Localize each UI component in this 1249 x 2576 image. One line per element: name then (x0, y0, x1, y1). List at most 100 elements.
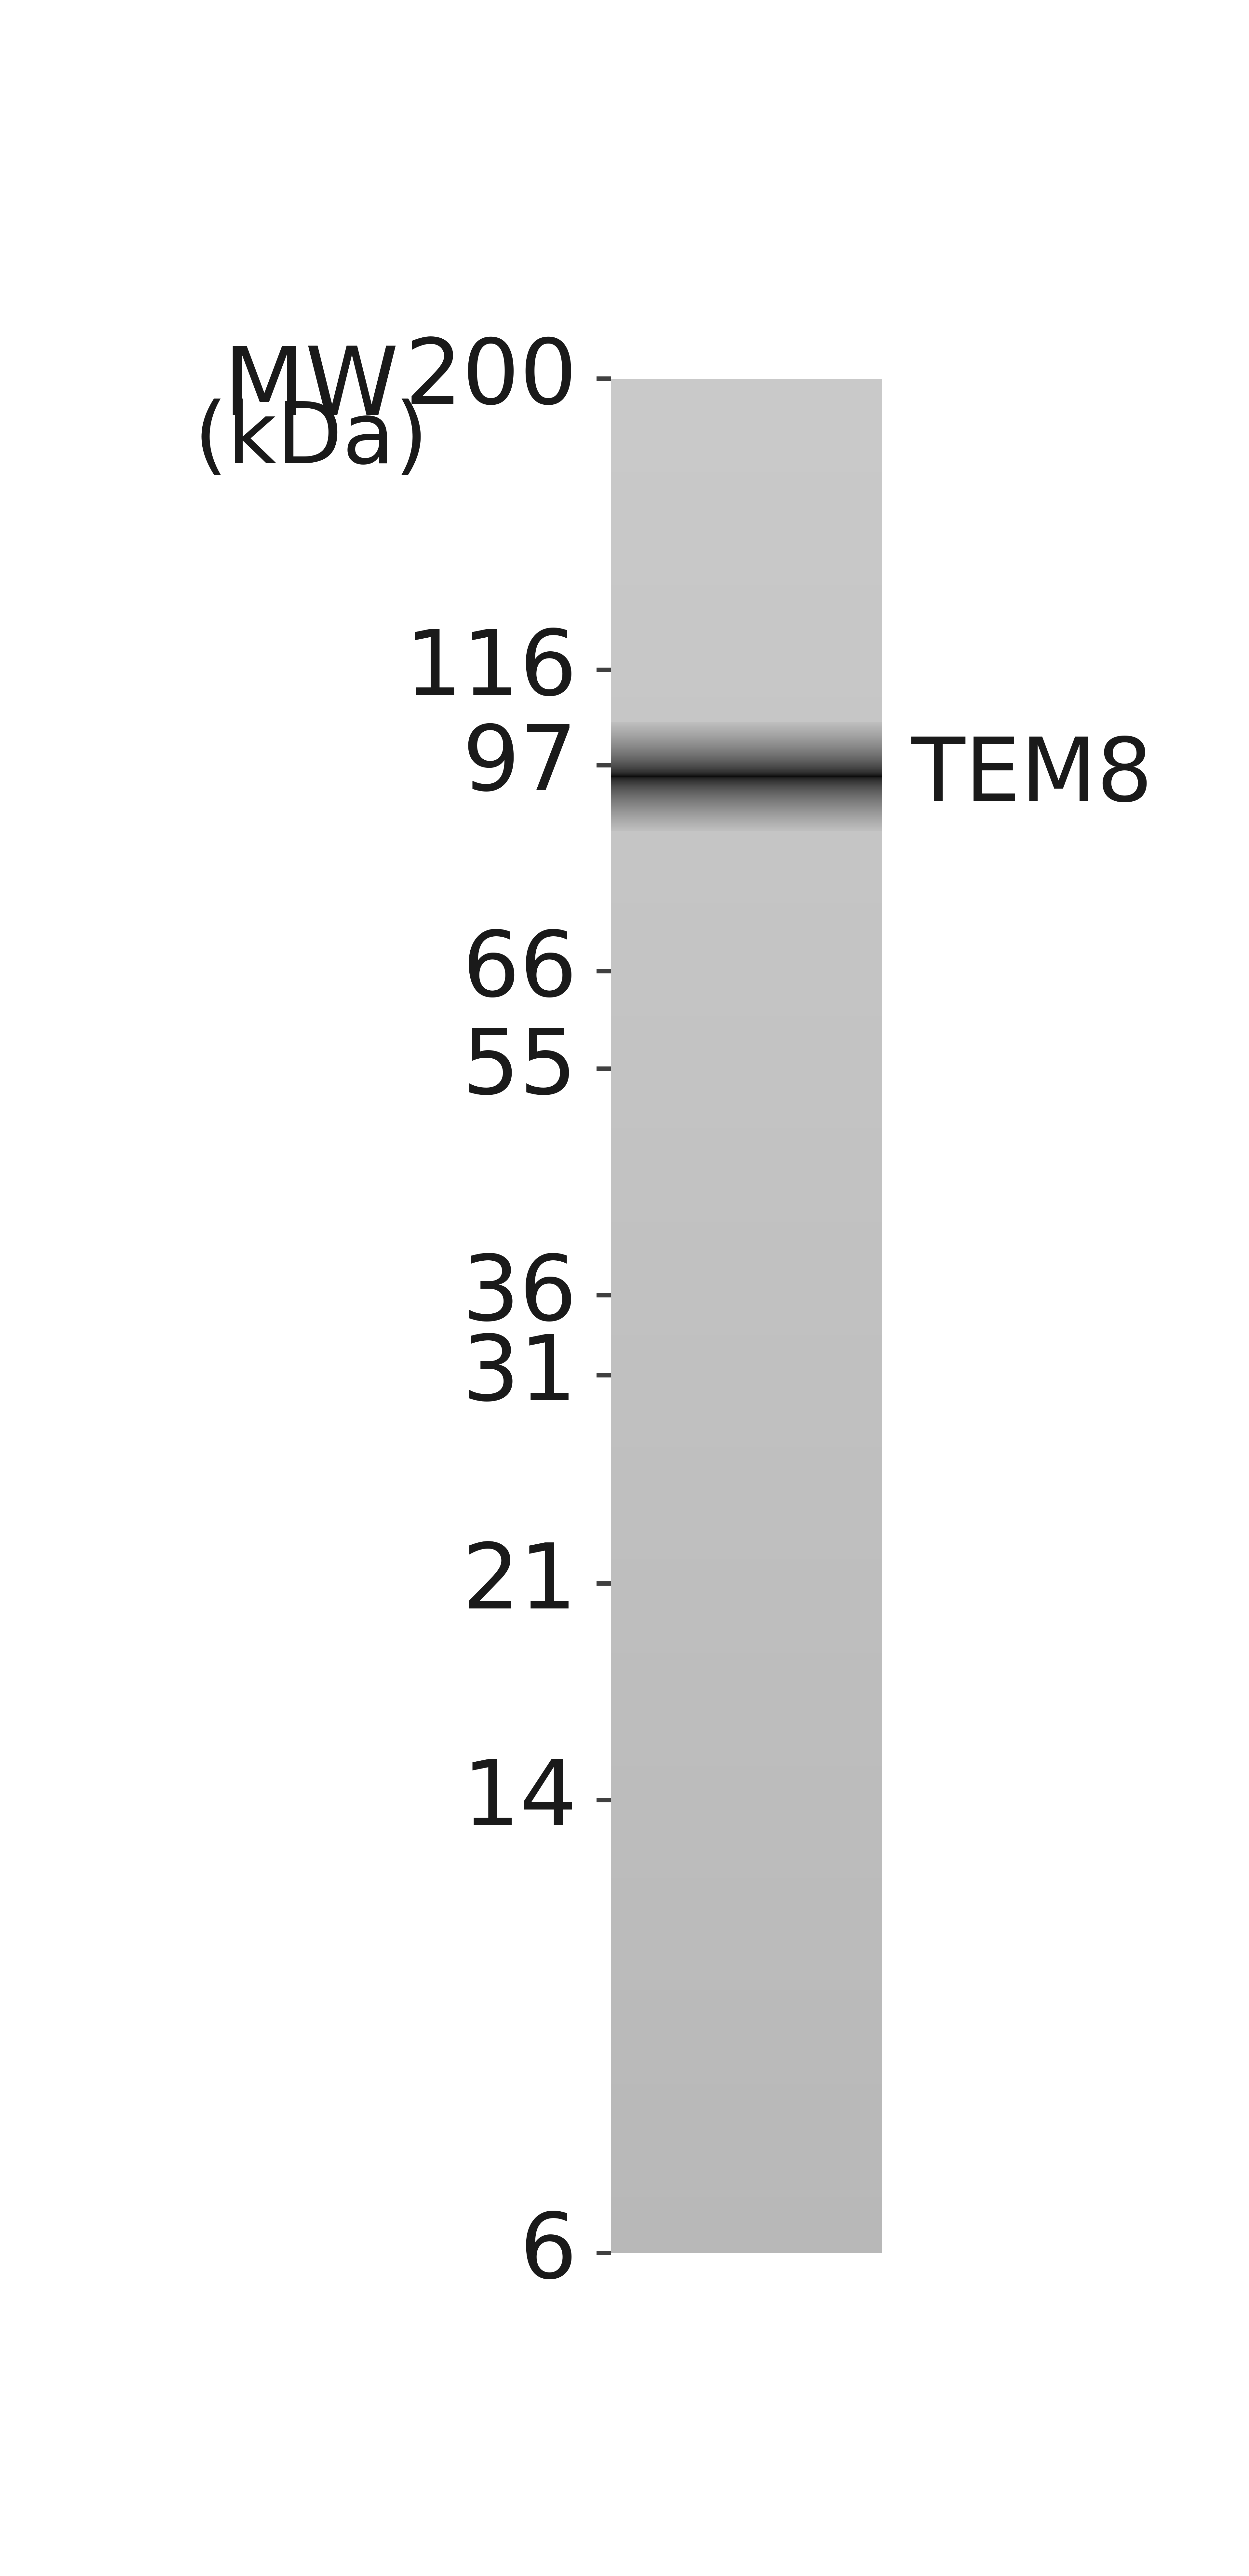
Bar (611, 1484, 882, 1504)
Bar (611, 1917, 882, 1935)
Bar (611, 716, 882, 734)
Bar (611, 2177, 882, 2197)
Bar (611, 603, 882, 623)
Bar (611, 435, 882, 453)
Bar (611, 1991, 882, 2009)
Text: 55: 55 (462, 1025, 577, 1113)
Bar (611, 940, 882, 961)
Bar (611, 1090, 882, 1110)
Bar (611, 1672, 882, 1690)
Text: 97: 97 (462, 721, 577, 809)
Text: 116: 116 (405, 626, 577, 714)
Bar (611, 2141, 882, 2159)
Bar (611, 1896, 882, 1917)
Bar (611, 1036, 882, 1054)
Bar (611, 1747, 882, 1765)
Bar (611, 2197, 882, 2215)
Bar (611, 2066, 882, 2084)
Bar (611, 1352, 882, 1373)
Bar (611, 1185, 882, 1203)
Bar (611, 1971, 882, 1991)
Bar (611, 1466, 882, 1484)
Bar (611, 2048, 882, 2066)
Bar (611, 922, 882, 940)
Bar (611, 453, 882, 471)
Bar (611, 979, 882, 997)
Bar (611, 773, 882, 791)
Bar (611, 1878, 882, 1896)
Bar (611, 2233, 882, 2254)
Bar (611, 1860, 882, 1878)
Bar (611, 1203, 882, 1221)
Bar (611, 623, 882, 641)
Text: 36: 36 (462, 1252, 577, 1340)
Bar (611, 546, 882, 567)
Bar (611, 1690, 882, 1710)
Bar (611, 698, 882, 716)
Bar (611, 1260, 882, 1278)
Bar (611, 997, 882, 1015)
Bar (611, 585, 882, 603)
Text: 200: 200 (405, 335, 577, 422)
Bar (611, 961, 882, 979)
Bar (611, 1391, 882, 1409)
Bar (611, 1633, 882, 1654)
Text: 31: 31 (462, 1332, 577, 1419)
Bar (611, 1785, 882, 1803)
Bar (611, 1373, 882, 1391)
Bar (611, 2102, 882, 2123)
Bar (611, 1522, 882, 1540)
Bar (611, 1579, 882, 1597)
Bar (611, 1128, 882, 1146)
Bar (611, 397, 882, 417)
Bar (611, 567, 882, 585)
Text: (kDa): (kDa) (194, 399, 428, 482)
Bar (611, 2009, 882, 2027)
Bar (611, 1242, 882, 1260)
Bar (611, 734, 882, 752)
Bar (611, 809, 882, 829)
Bar (611, 677, 882, 698)
Bar (611, 2084, 882, 2102)
Bar (611, 866, 882, 884)
Bar (611, 2159, 882, 2177)
Bar (611, 904, 882, 922)
Bar (611, 1072, 882, 1090)
Bar (611, 1842, 882, 1860)
Bar (611, 2123, 882, 2141)
Bar (611, 1615, 882, 1633)
Bar (611, 848, 882, 866)
Bar (611, 752, 882, 773)
Bar (611, 510, 882, 528)
Bar (611, 1334, 882, 1352)
Bar (611, 1167, 882, 1185)
Bar (611, 1409, 882, 1427)
Bar (611, 492, 882, 510)
Text: 21: 21 (462, 1540, 577, 1628)
Bar (611, 1110, 882, 1128)
Bar (611, 471, 882, 492)
Bar (611, 1427, 882, 1448)
Bar (611, 1146, 882, 1167)
Bar (611, 1821, 882, 1842)
Bar (611, 659, 882, 677)
Bar (611, 2215, 882, 2233)
Bar (611, 1504, 882, 1522)
Bar (611, 791, 882, 809)
Bar (611, 528, 882, 546)
Bar (611, 379, 882, 397)
Bar (611, 1654, 882, 1672)
Bar (611, 1054, 882, 1072)
Bar (611, 1448, 882, 1466)
Bar (611, 1015, 882, 1036)
Text: 6: 6 (520, 2210, 577, 2298)
Bar (611, 1953, 882, 1971)
Bar (611, 641, 882, 659)
Bar (611, 1278, 882, 1296)
Text: 66: 66 (462, 927, 577, 1015)
Bar (611, 2027, 882, 2048)
Text: 14: 14 (462, 1757, 577, 1844)
Bar (611, 1728, 882, 1747)
Bar (611, 884, 882, 904)
Bar (611, 1935, 882, 1953)
